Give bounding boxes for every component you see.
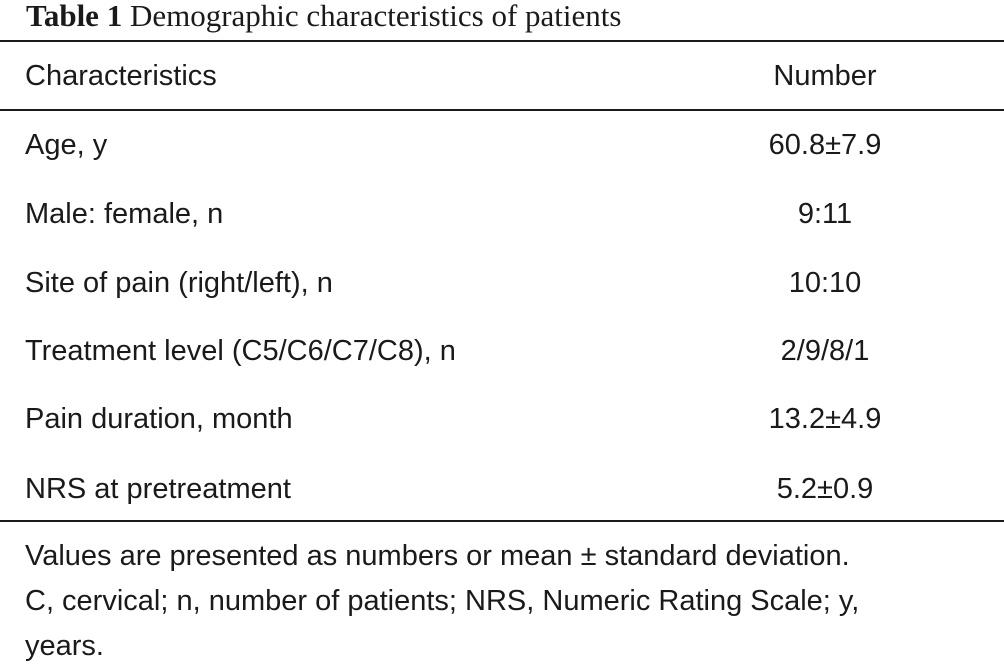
row-value: 10:10 <box>788 267 862 299</box>
row-value: 5.2±0.9 <box>776 473 874 505</box>
row-label: Pain duration, month <box>25 403 293 435</box>
header-rule <box>0 109 1004 111</box>
table-footnote: Values are presented as numbers or mean … <box>25 534 995 669</box>
footnote-line: Values are presented as numbers or mean … <box>25 540 850 572</box>
row-value: 13.2±4.9 <box>768 403 882 435</box>
header-characteristics: Characteristics <box>25 60 217 92</box>
caption-label: Table 1 <box>26 0 123 33</box>
row-label: Age, y <box>25 129 108 161</box>
row-label: Male: female, n <box>25 198 224 230</box>
row-value: 2/9/8/1 <box>780 335 870 367</box>
row-label: Site of pain (right/left), n <box>25 267 333 299</box>
row-value: 9:11 <box>797 198 853 230</box>
header-number: Number <box>773 60 877 92</box>
footnote-line: years. <box>25 630 104 662</box>
caption-text: Demographic characteristics of patients <box>129 0 622 33</box>
footnote-line: C, cervical; n, number of patients; NRS,… <box>25 585 860 617</box>
row-label: Treatment level (C5/C6/C7/C8), n <box>25 335 456 367</box>
row-label: NRS at pretreatment <box>25 473 291 505</box>
top-rule <box>0 40 1004 42</box>
bottom-rule <box>0 520 1004 522</box>
row-value: 60.8±7.9 <box>768 129 882 161</box>
table-caption: Table 1 Demographic characteristics of p… <box>26 0 621 36</box>
